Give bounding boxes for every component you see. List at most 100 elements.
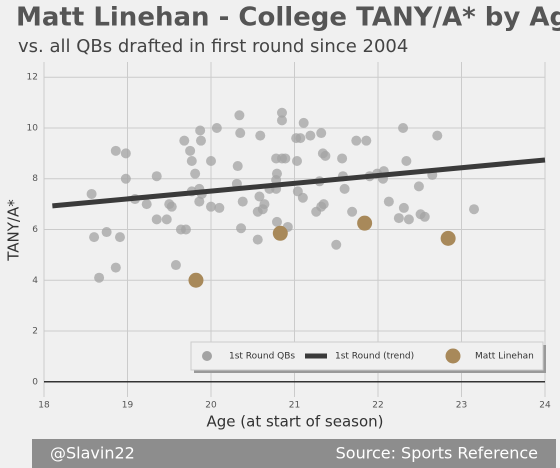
- point: [398, 122, 409, 133]
- point: [398, 202, 409, 213]
- point: [401, 155, 412, 166]
- point: [432, 130, 443, 141]
- point: [254, 191, 265, 202]
- point: [101, 227, 112, 238]
- y-tick-label: 12: [27, 73, 38, 83]
- point: [292, 155, 303, 166]
- point: [259, 199, 270, 210]
- point: [186, 155, 197, 166]
- y-tick-label: 10: [27, 123, 39, 133]
- x-tick-label: 18: [38, 401, 50, 411]
- point: [318, 199, 329, 210]
- point: [469, 204, 480, 215]
- point: [235, 128, 246, 139]
- point: [297, 192, 308, 203]
- point: [89, 232, 100, 243]
- highlight-point: [357, 215, 373, 231]
- y-tick-label: 0: [32, 377, 38, 387]
- point: [195, 135, 206, 146]
- point: [236, 223, 247, 234]
- point: [295, 133, 306, 144]
- legend-label: 1st Round (trend): [335, 352, 414, 362]
- trend-line: [52, 157, 546, 209]
- point: [86, 188, 97, 199]
- chart-subtitle: vs. all QBs drafted in first round since…: [18, 36, 408, 57]
- point: [298, 117, 309, 128]
- legend-label: 1st Round QBs: [229, 352, 295, 362]
- point: [393, 213, 404, 224]
- footer-credit: @Slavin22: [50, 444, 135, 463]
- point: [185, 145, 196, 156]
- point: [271, 216, 282, 227]
- point: [151, 214, 162, 225]
- point: [141, 199, 152, 210]
- point: [347, 206, 358, 217]
- x-tick-label: 22: [372, 401, 383, 411]
- point: [252, 234, 263, 245]
- legend-box: [190, 341, 544, 371]
- y-tick-label: 4: [32, 276, 38, 286]
- point: [194, 196, 205, 207]
- point: [161, 214, 172, 225]
- point: [305, 130, 316, 141]
- point: [276, 115, 287, 126]
- point: [339, 183, 350, 194]
- point: [190, 168, 201, 179]
- point: [114, 232, 125, 243]
- y-tick-label: 6: [32, 225, 38, 235]
- legend: 1st Round QBs 1st Round (trend) Matt Lineh…: [190, 341, 546, 373]
- point: [383, 196, 394, 207]
- point: [166, 201, 177, 212]
- highlight-point: [188, 272, 204, 288]
- point: [351, 135, 362, 146]
- point: [331, 239, 342, 250]
- marks: [52, 107, 546, 288]
- chart-title: Matt Linehan - College TANY/A* by Age: [16, 3, 560, 33]
- point: [361, 135, 372, 146]
- point: [211, 122, 222, 133]
- x-tick-label: 24: [539, 401, 551, 411]
- point: [320, 150, 331, 161]
- legend-label: Matt Linehan: [475, 352, 534, 362]
- point: [255, 130, 266, 141]
- footer-bar: [32, 439, 556, 468]
- x-tick-label: 19: [122, 401, 134, 411]
- point: [206, 201, 216, 212]
- footer-source: Source: Sports Reference: [336, 444, 538, 463]
- x-tick-label: 23: [456, 401, 467, 411]
- point: [110, 145, 121, 156]
- highlight-point: [440, 230, 456, 246]
- x-axis-label: Age (at start of season): [207, 413, 384, 431]
- point: [179, 135, 190, 146]
- point: [316, 128, 327, 139]
- point: [337, 153, 348, 164]
- legend-swatch: [202, 351, 212, 361]
- highlight-point: [272, 225, 288, 241]
- y-tick-label: 8: [32, 174, 38, 184]
- point: [206, 155, 216, 166]
- point: [276, 107, 287, 118]
- point: [180, 224, 191, 235]
- x-tick-label: 21: [289, 401, 300, 411]
- point: [170, 260, 181, 271]
- point: [232, 161, 243, 172]
- point: [94, 272, 105, 283]
- point: [234, 110, 245, 121]
- point: [237, 196, 248, 207]
- point: [151, 171, 162, 182]
- y-axis-label: TANY/A*: [5, 199, 23, 262]
- point: [413, 181, 424, 192]
- point: [120, 148, 131, 159]
- x-tick-label: 20: [205, 401, 217, 411]
- point: [120, 173, 131, 184]
- point: [214, 202, 225, 213]
- point: [110, 262, 121, 273]
- point: [419, 211, 430, 222]
- point: [280, 153, 291, 164]
- y-tick-label: 2: [32, 327, 38, 337]
- legend-swatch: [445, 348, 461, 364]
- point: [403, 214, 414, 225]
